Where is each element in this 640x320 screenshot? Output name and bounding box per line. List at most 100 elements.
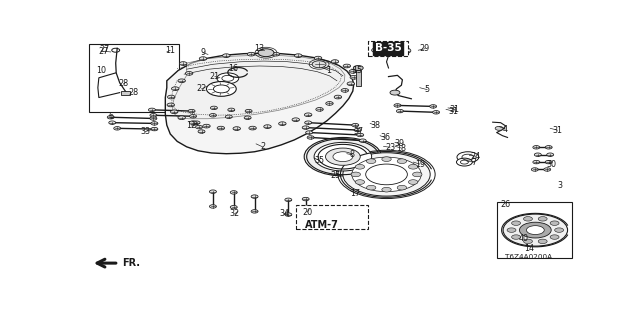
Circle shape xyxy=(272,52,280,56)
Circle shape xyxy=(550,221,559,225)
Circle shape xyxy=(332,60,339,63)
Text: 28: 28 xyxy=(118,79,129,89)
Circle shape xyxy=(209,190,216,193)
Text: 16: 16 xyxy=(228,64,238,73)
Circle shape xyxy=(167,103,175,107)
Circle shape xyxy=(302,212,309,216)
Text: 12: 12 xyxy=(186,121,196,130)
Circle shape xyxy=(302,126,309,129)
Polygon shape xyxy=(172,55,345,119)
Circle shape xyxy=(188,109,195,113)
Circle shape xyxy=(397,185,406,190)
Circle shape xyxy=(351,172,360,177)
Circle shape xyxy=(365,164,408,185)
Circle shape xyxy=(343,64,351,68)
Text: 9: 9 xyxy=(200,48,205,57)
Text: 6: 6 xyxy=(108,112,113,121)
Circle shape xyxy=(456,158,472,166)
Polygon shape xyxy=(165,53,354,154)
Circle shape xyxy=(251,195,258,198)
Circle shape xyxy=(150,114,157,117)
Circle shape xyxy=(189,115,196,118)
Text: 35: 35 xyxy=(314,156,324,165)
Circle shape xyxy=(186,72,193,75)
Circle shape xyxy=(151,127,158,131)
Circle shape xyxy=(285,198,292,202)
Circle shape xyxy=(408,180,418,184)
Circle shape xyxy=(307,136,314,139)
Circle shape xyxy=(193,121,200,124)
Circle shape xyxy=(314,142,372,171)
Text: 18: 18 xyxy=(396,144,406,153)
Circle shape xyxy=(356,133,364,137)
Circle shape xyxy=(343,153,430,196)
Text: B-35: B-35 xyxy=(374,43,401,53)
Circle shape xyxy=(209,114,216,117)
Circle shape xyxy=(413,172,422,177)
Circle shape xyxy=(547,153,554,156)
Circle shape xyxy=(198,130,205,133)
Circle shape xyxy=(108,116,114,119)
Text: T6Z4A0200A: T6Z4A0200A xyxy=(505,254,552,260)
Circle shape xyxy=(353,66,364,70)
Circle shape xyxy=(225,115,232,118)
Text: FR.: FR. xyxy=(122,258,140,268)
Circle shape xyxy=(292,118,300,122)
Circle shape xyxy=(550,235,559,239)
Bar xyxy=(367,41,408,56)
Circle shape xyxy=(341,89,349,92)
Circle shape xyxy=(207,82,236,96)
Text: 24: 24 xyxy=(471,152,481,161)
Circle shape xyxy=(203,124,210,128)
Text: 19: 19 xyxy=(415,160,425,169)
Text: 31: 31 xyxy=(448,107,458,116)
Circle shape xyxy=(367,185,376,190)
Circle shape xyxy=(399,48,411,54)
Text: 33: 33 xyxy=(140,127,150,136)
Circle shape xyxy=(244,116,251,119)
Circle shape xyxy=(170,110,178,114)
Circle shape xyxy=(333,152,353,162)
Circle shape xyxy=(524,239,532,244)
Circle shape xyxy=(258,49,274,57)
Circle shape xyxy=(359,139,366,142)
Text: 8: 8 xyxy=(349,150,355,159)
Text: 15: 15 xyxy=(352,67,362,76)
Circle shape xyxy=(507,228,516,232)
Circle shape xyxy=(352,124,359,127)
Circle shape xyxy=(196,125,202,129)
Circle shape xyxy=(534,153,541,156)
Circle shape xyxy=(178,116,186,120)
Circle shape xyxy=(347,82,355,85)
Text: 38: 38 xyxy=(370,121,380,130)
Circle shape xyxy=(533,160,540,164)
Text: 13: 13 xyxy=(255,44,264,53)
Circle shape xyxy=(217,126,225,130)
Circle shape xyxy=(251,210,258,213)
Circle shape xyxy=(306,131,312,134)
Text: 34: 34 xyxy=(279,209,289,218)
Circle shape xyxy=(148,108,156,112)
Circle shape xyxy=(544,168,550,171)
Circle shape xyxy=(305,113,312,116)
Circle shape xyxy=(397,159,406,164)
Text: 36: 36 xyxy=(380,133,390,142)
Circle shape xyxy=(355,164,365,169)
Circle shape xyxy=(382,187,391,192)
Text: 5: 5 xyxy=(424,85,430,94)
Text: 27: 27 xyxy=(100,45,110,54)
Text: 32: 32 xyxy=(230,209,240,218)
Circle shape xyxy=(230,191,237,194)
Circle shape xyxy=(179,62,187,65)
Circle shape xyxy=(457,152,479,163)
Circle shape xyxy=(109,121,116,124)
Circle shape xyxy=(334,95,342,99)
Bar xyxy=(356,70,361,86)
Text: 30: 30 xyxy=(546,160,556,169)
Circle shape xyxy=(150,117,157,120)
Text: 39: 39 xyxy=(395,139,405,148)
Circle shape xyxy=(233,127,241,131)
Circle shape xyxy=(531,168,538,171)
Circle shape xyxy=(372,48,381,53)
Circle shape xyxy=(264,125,271,128)
